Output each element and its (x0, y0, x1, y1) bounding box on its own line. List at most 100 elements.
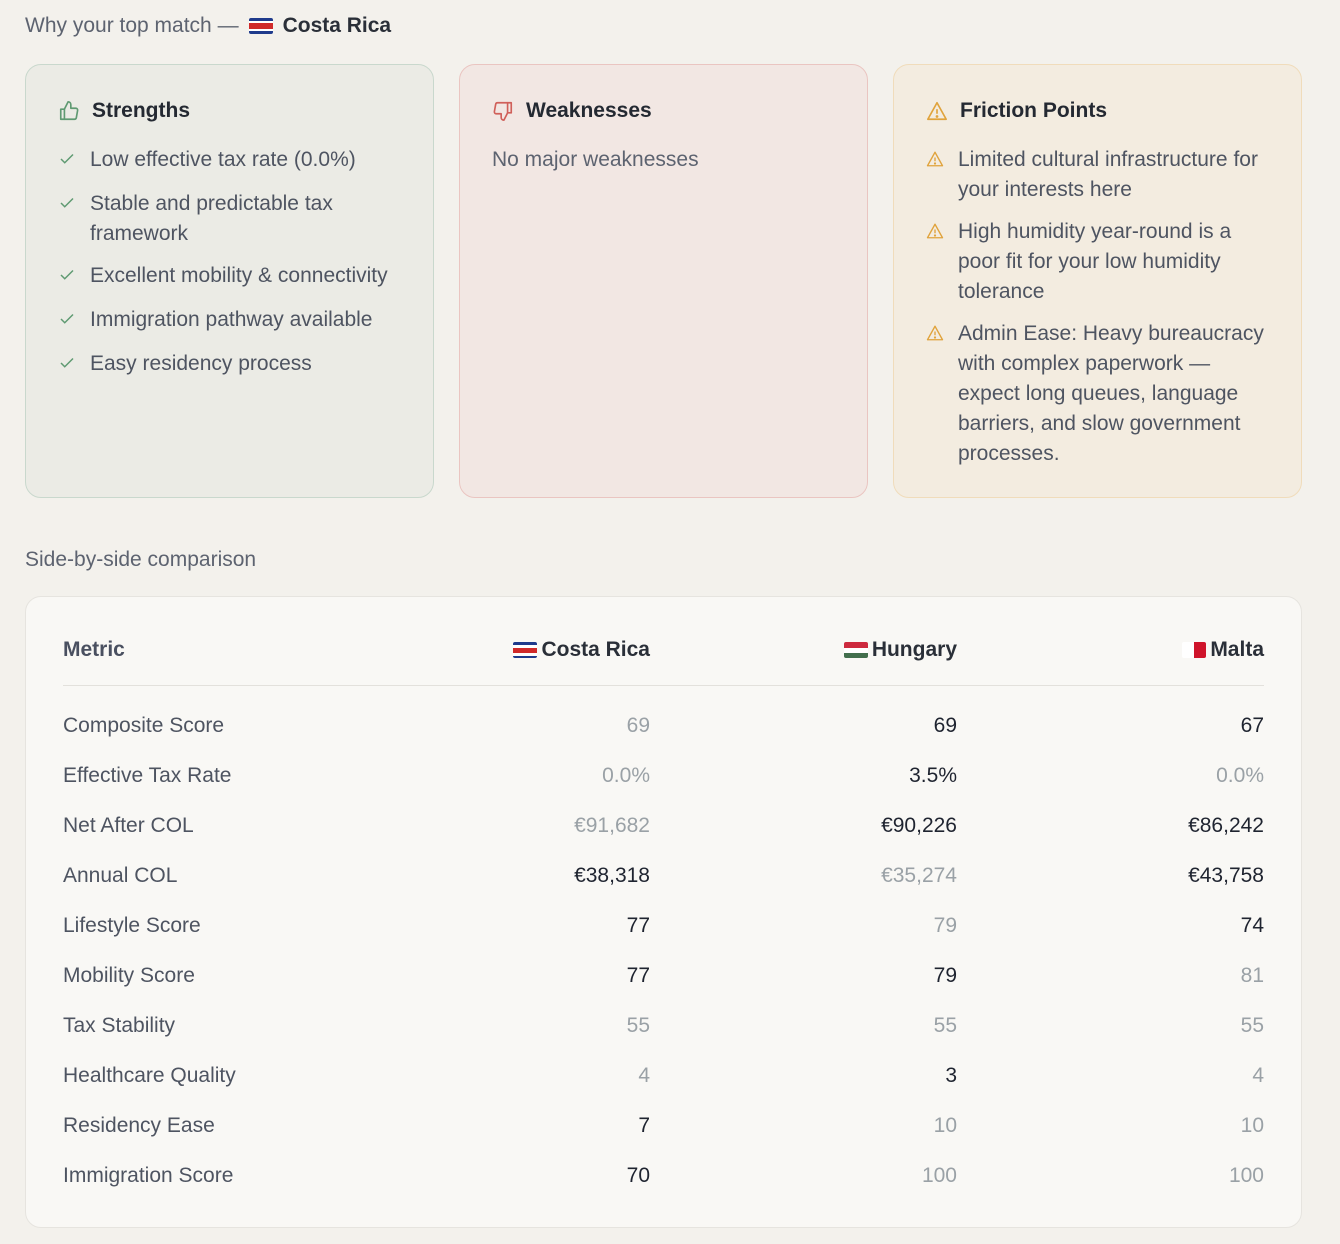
table-row: Lifestyle Score 77 79 74 (63, 901, 1264, 951)
friction-text: Admin Ease: Heavy bureaucracy with compl… (958, 322, 1264, 465)
friction-list: Limited cultural infrastructure for your… (926, 145, 1271, 469)
comparison-table-card: Metric Costa Rica Hungary Malta (25, 596, 1302, 1228)
value-cell: 77 (626, 964, 650, 987)
check-icon (58, 261, 78, 293)
value-cell: 0.0% (1216, 764, 1264, 787)
friction-card: Friction Points Limited cultural infrast… (893, 64, 1302, 498)
top-match-heading: Why your top match — Costa Rica (25, 14, 391, 38)
friction-text: High humidity year-round is a poor fit f… (958, 220, 1232, 303)
check-icon (58, 305, 78, 337)
warning-icon (926, 319, 946, 469)
friction-item: Admin Ease: Heavy bureaucracy with compl… (926, 319, 1271, 469)
strength-text: Stable and predictable tax framework (90, 192, 333, 245)
table-row: Immigration Score 70 100 100 (63, 1151, 1264, 1201)
metric-cell: Effective Tax Rate (63, 764, 232, 787)
strengths-list: Low effective tax rate (0.0%) Stable and … (58, 145, 403, 381)
value-cell: 100 (921, 1164, 957, 1187)
warning-icon (927, 101, 947, 121)
table-row: Healthcare Quality 4 3 4 (63, 1051, 1264, 1101)
weaknesses-empty-text: No major weaknesses (492, 148, 699, 171)
metric-cell: Immigration Score (63, 1164, 234, 1187)
value-cell: 10 (1240, 1114, 1264, 1137)
value-cell: 55 (933, 1014, 957, 1037)
value-cell: 69 (626, 714, 650, 738)
friction-item: High humidity year-round is a poor fit f… (926, 217, 1271, 307)
value-cell: 79 (933, 914, 957, 937)
metric-cell: Mobility Score (63, 964, 195, 987)
comparison-heading: Side-by-side comparison (25, 548, 257, 571)
malta-flag-icon (1182, 642, 1207, 659)
value-cell: 77 (626, 914, 650, 937)
costa-rica-flag-icon (248, 18, 273, 34)
weaknesses-card: Weaknesses No major weaknesses (459, 64, 868, 498)
value-cell: 81 (1240, 964, 1264, 987)
value-cell: €43,758 (1188, 864, 1264, 887)
value-cell: 4 (1252, 1064, 1264, 1087)
metric-cell: Healthcare Quality (63, 1064, 236, 1087)
thumbs-up-icon (59, 101, 79, 121)
metric-cell: Lifestyle Score (63, 914, 201, 937)
value-cell: 3.5% (909, 764, 957, 787)
strength-item: Stable and predictable tax framework (58, 189, 403, 249)
value-cell: 100 (1228, 1164, 1264, 1187)
strength-text: Easy residency process (90, 352, 312, 375)
value-cell: 7 (638, 1114, 650, 1137)
value-cell: 55 (1240, 1014, 1264, 1037)
strength-text: Low effective tax rate (0.0%) (90, 148, 356, 171)
metric-cell: Net After COL (63, 814, 194, 837)
strength-item: Easy residency process (58, 349, 403, 381)
comparison-table: Metric Costa Rica Hungary Malta (63, 597, 1264, 1201)
table-row: Net After COL €91,682 €90,226 €86,242 (63, 801, 1264, 851)
hungary-column-header: Hungary (650, 597, 957, 686)
value-cell: 79 (933, 964, 957, 987)
table-row: Annual COL €38,318 €35,274 €43,758 (63, 851, 1264, 901)
friction-text: Limited cultural infrastructure for your… (958, 148, 1258, 201)
costa-rica-flag-icon (513, 642, 538, 659)
value-cell: 3 (945, 1064, 957, 1087)
table-row: Composite Score 69 69 67 (63, 685, 1264, 751)
check-icon (58, 349, 78, 381)
strength-text: Excellent mobility & connectivity (90, 264, 388, 287)
friction-item: Limited cultural infrastructure for your… (926, 145, 1271, 205)
thumbs-down-icon (493, 101, 513, 121)
table-row: Residency Ease 7 10 10 (63, 1101, 1264, 1151)
strength-item: Excellent mobility & connectivity (58, 261, 403, 293)
friction-title: Friction Points (926, 99, 1271, 123)
strength-text: Immigration pathway available (90, 308, 373, 331)
metric-column-header: Metric (63, 597, 343, 686)
table-row: Tax Stability 55 55 55 (63, 1001, 1264, 1051)
metric-cell: Composite Score (63, 714, 225, 738)
metric-cell: Residency Ease (63, 1114, 215, 1137)
table-row: Effective Tax Rate 0.0% 3.5% 0.0% (63, 751, 1264, 801)
check-icon (58, 189, 78, 249)
strengths-card: Strengths Low effective tax rate (0.0%) S… (25, 64, 434, 498)
metric-cell: Tax Stability (63, 1014, 176, 1037)
value-cell: 0.0% (602, 764, 650, 787)
value-cell: €38,318 (574, 864, 650, 887)
value-cell: 69 (933, 714, 957, 738)
costa-rica-column-header: Costa Rica (343, 597, 650, 686)
value-cell: 4 (638, 1064, 650, 1087)
strength-item: Immigration pathway available (58, 305, 403, 337)
value-cell: €35,274 (881, 864, 957, 887)
value-cell: 67 (1240, 714, 1264, 738)
value-cell: 70 (626, 1164, 650, 1187)
metric-cell: Annual COL (63, 864, 178, 887)
strength-item: Low effective tax rate (0.0%) (58, 145, 403, 177)
table-row: Mobility Score 77 79 81 (63, 951, 1264, 1001)
value-cell: €86,242 (1188, 814, 1264, 837)
top-match-prefix: Why your top match — (25, 14, 239, 37)
hungary-flag-icon (843, 642, 868, 659)
warning-icon (926, 217, 946, 307)
value-cell: €90,226 (881, 814, 957, 837)
check-icon (58, 145, 78, 177)
warning-icon (926, 145, 946, 205)
value-cell: 10 (933, 1114, 957, 1137)
strengths-title: Strengths (58, 99, 403, 123)
value-cell: €91,682 (574, 814, 650, 837)
value-cell: 74 (1240, 914, 1264, 937)
malta-column-header: Malta (957, 597, 1264, 686)
weaknesses-title: Weaknesses (492, 99, 837, 123)
top-match-country: Costa Rica (282, 14, 392, 37)
value-cell: 55 (626, 1014, 650, 1037)
